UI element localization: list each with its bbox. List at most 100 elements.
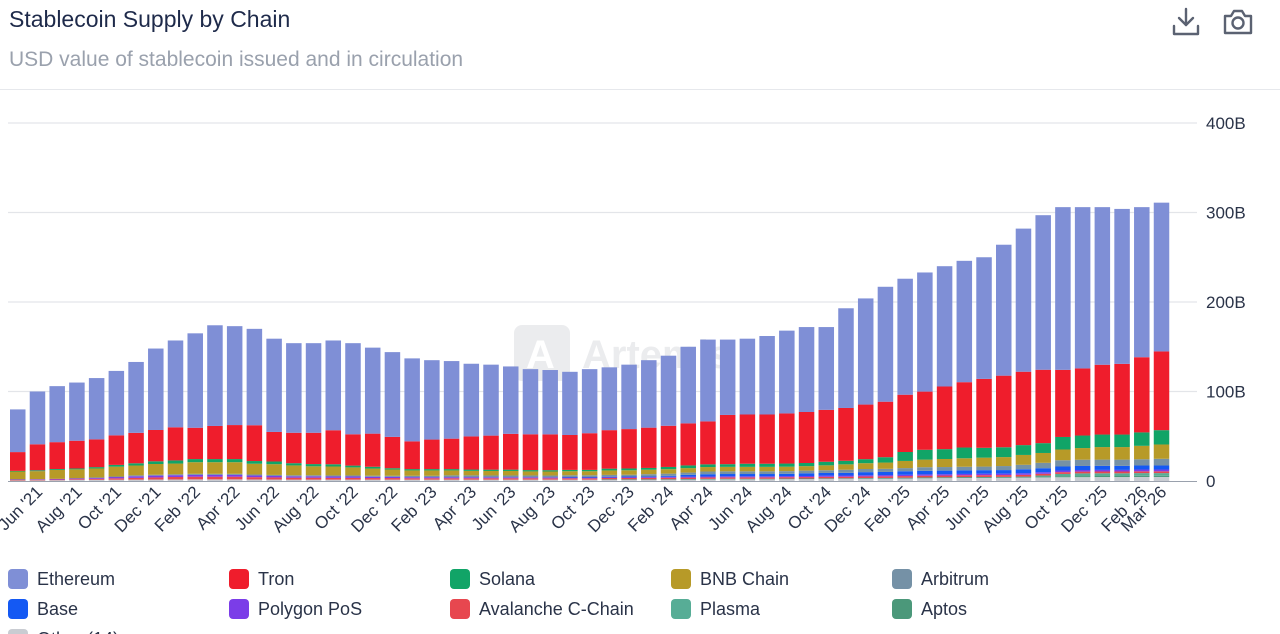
bar-segment-base [719,474,736,477]
bar-segment-tron [976,378,992,448]
legend-item-aptos[interactable]: Aptos [892,598,967,620]
bar-segment-other-14- [719,479,736,481]
bar-segment-tron [246,425,263,462]
bar-segment-other-14- [10,480,26,481]
legend-item-avalanche-c-chain[interactable]: Avalanche C-Chain [450,598,634,620]
bar-segment-base [641,476,657,478]
bar-segment-polygon-pos [818,475,835,477]
legend-item-base[interactable]: Base [8,598,78,620]
bar-segment-other-14- [621,479,637,481]
bar-segment-solana [404,469,420,471]
bar-segment-solana [838,460,854,465]
y-tick-label: 0 [1206,472,1215,491]
bar-segment-bnb-chain [88,468,105,478]
bar-segment-ethereum [798,327,815,412]
bar-segment-bnb-chain [187,462,203,474]
bar-segment-avalanche-c-chain [680,477,696,480]
bar-stack [1114,208,1130,481]
bar-segment-avalanche-c-chain [1153,471,1170,474]
bar-segment-arbitrum [1074,459,1091,466]
bar-segment-base [976,470,992,474]
bar-segment-tron [49,442,65,470]
bar-segment-arbitrum [1114,459,1130,466]
bar-segment-avalanche-c-chain [286,477,302,480]
bar-segment-tron [148,429,164,462]
camera-icon[interactable] [1222,6,1254,38]
bar-segment-polygon-pos [1134,469,1150,472]
bar-segment-bnb-chain [621,470,637,475]
bar-segment-base [1015,469,1032,474]
bar-segment-solana [917,449,933,460]
legend-label: Tron [258,568,295,589]
bar-segment-tron [798,412,815,464]
bar-segment-arbitrum [246,474,263,476]
bar-segment-tron [1094,364,1111,435]
bar-segment-bnb-chain [246,463,263,475]
bar-segment-tron [542,434,558,471]
bar-segment-other-14- [1074,477,1091,481]
bar-segment-other-14- [601,479,618,481]
bar-stack [1035,215,1051,481]
bar-segment-bnb-chain [69,469,85,479]
legend-item-tron[interactable]: Tron [229,568,294,590]
bar-segment-bnb-chain [562,471,578,476]
bar-segment-polygon-pos [503,477,519,479]
legend-item-arbitrum[interactable]: Arbitrum [892,568,989,590]
legend-item-ethereum[interactable]: Ethereum [8,568,115,590]
legend-label: Polygon PoS [258,598,363,619]
bar-segment-tron [29,444,46,471]
bar-segment-aptos [877,477,894,479]
bar-segment-arbitrum [838,469,854,473]
bar-segment-plasma [1035,475,1051,477]
bar-segment-plasma [1153,473,1170,476]
bar-segment-avalanche-c-chain [857,476,874,479]
bar-segment-bnb-chain [1134,445,1150,460]
bar-segment-ethereum [483,364,499,436]
page-subtitle: USD value of stablecoin issued and in ci… [9,48,464,71]
bar-segment-ethereum [759,336,775,415]
bar-segment-avalanche-c-chain [779,477,795,479]
bar-segment-solana [148,461,164,464]
bar-segment-other-14- [838,478,854,481]
bar-segment-arbitrum [463,475,480,478]
bar-segment-base [838,472,854,476]
bar-segment-solana [877,457,894,463]
bar-segment-polygon-pos [207,474,223,477]
bar-segment-aptos [1055,476,1071,478]
bar-segment-polygon-pos [956,473,973,476]
legend-item-polygon-pos[interactable]: Polygon PoS [229,598,362,620]
bar-segment-arbitrum [522,475,539,478]
download-icon[interactable] [1170,6,1202,38]
bar-segment-solana [719,464,736,467]
bar-segment-base [660,475,677,477]
bar-segment-arbitrum [759,471,775,475]
bar-segment-bnb-chain [286,465,302,476]
bar-segment-base [1153,465,1170,470]
legend-item-solana[interactable]: Solana [450,568,535,590]
bar-segment-other-14- [463,479,480,481]
bar-segment-other-14- [956,477,973,481]
bar-stack [88,378,105,481]
bar-segment-avalanche-c-chain [1134,471,1150,474]
bar-segment-tron [838,407,854,461]
bar-segment-arbitrum [404,475,420,478]
bar-segment-polygon-pos [1094,469,1111,472]
bar-segment-plasma [1074,473,1091,477]
bar-segment-tron [463,436,480,470]
bar-segment-base [818,472,835,476]
bar-segment-ethereum [1055,207,1071,370]
bar-segment-ethereum [305,343,322,433]
legend-item-plasma[interactable]: Plasma [671,598,760,620]
bar-segment-other-14- [581,479,598,481]
bar-segment-ethereum [108,370,125,436]
bar-segment-solana [108,464,125,467]
bar-segment-ethereum [621,364,637,430]
bar-segment-plasma [1055,473,1071,477]
bar-stack [108,370,125,481]
bar-stack [286,343,302,481]
bar-stack [897,278,913,481]
bar-segment-solana [305,464,322,467]
bar-segment-avalanche-c-chain [996,475,1012,477]
legend-item-bnb-chain[interactable]: BNB Chain [671,568,789,590]
legend-item-other-14-[interactable]: Other (14) [8,628,119,634]
